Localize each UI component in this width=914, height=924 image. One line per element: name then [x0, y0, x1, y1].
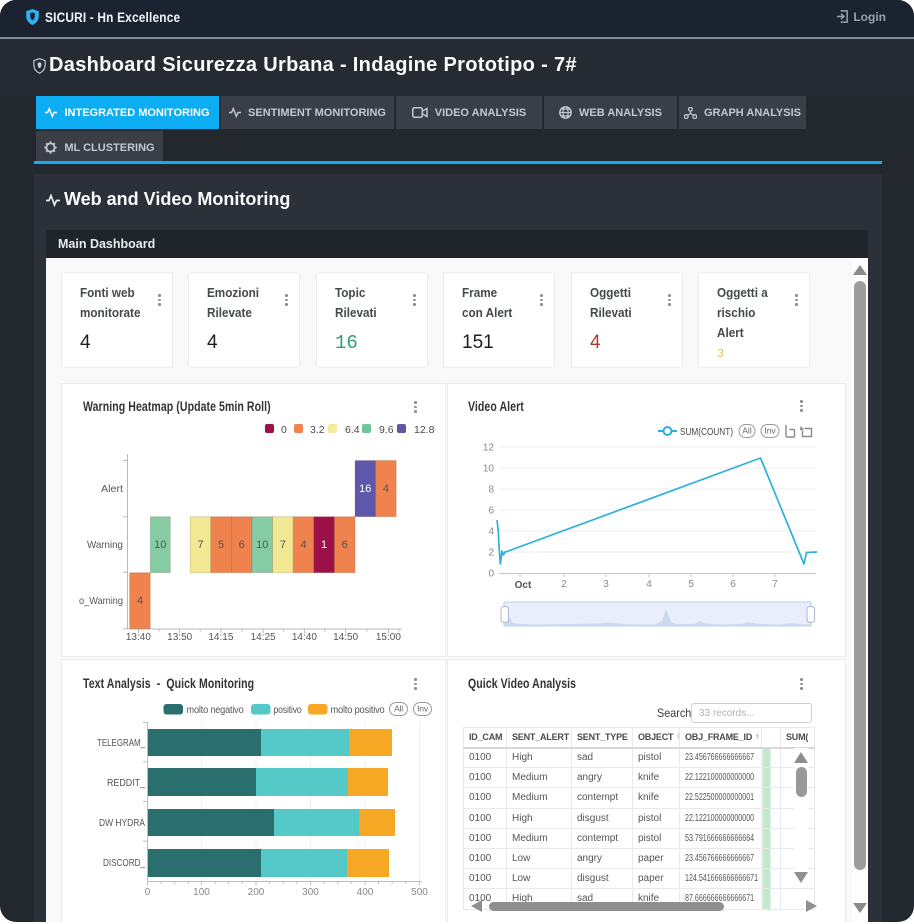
- svg-text:9.6: 9.6: [379, 424, 394, 436]
- svg-text:400: 400: [357, 887, 374, 898]
- svg-text:All: All: [394, 704, 403, 714]
- svg-text:molto positivo: molto positivo: [331, 705, 386, 716]
- svg-text:6: 6: [239, 539, 245, 551]
- svg-text:6: 6: [730, 579, 736, 590]
- svg-text:100: 100: [193, 887, 210, 898]
- svg-text:6: 6: [342, 539, 348, 551]
- svg-text:14:15: 14:15: [208, 632, 233, 643]
- svg-text:16: 16: [359, 483, 371, 495]
- svg-text:4: 4: [300, 539, 306, 551]
- svg-text:TELEGRAM_: TELEGRAM_: [97, 737, 145, 749]
- svg-text:10: 10: [483, 464, 495, 475]
- svg-text:SUM(COUNT): SUM(COUNT): [680, 426, 733, 438]
- svg-text:o_Warning: o_Warning: [79, 595, 123, 607]
- svg-text:4: 4: [383, 483, 389, 495]
- svg-text:7: 7: [280, 539, 286, 551]
- svg-text:Warning: Warning: [87, 539, 123, 551]
- svg-text:14:25: 14:25: [251, 632, 276, 643]
- svg-text:molto negativo: molto negativo: [187, 705, 245, 716]
- svg-text:4: 4: [488, 527, 494, 538]
- svg-text:300: 300: [302, 887, 319, 898]
- svg-text:10: 10: [256, 539, 268, 551]
- svg-text:12.8: 12.8: [414, 424, 435, 436]
- svg-text:3: 3: [603, 579, 609, 590]
- svg-text:DW HYDRA: DW HYDRA: [99, 817, 145, 829]
- svg-text:1: 1: [321, 539, 327, 551]
- svg-text:4: 4: [137, 595, 143, 607]
- svg-text:10: 10: [154, 539, 166, 551]
- svg-text:2: 2: [561, 579, 567, 590]
- svg-text:6: 6: [488, 506, 494, 517]
- svg-text:0: 0: [281, 424, 287, 436]
- svg-text:200: 200: [248, 887, 265, 898]
- svg-text:DISCORD_: DISCORD_: [103, 857, 145, 869]
- svg-text:13:40: 13:40: [126, 632, 151, 643]
- svg-text:Oct: Oct: [515, 580, 532, 591]
- svg-text:5: 5: [688, 579, 694, 590]
- svg-text:4: 4: [646, 579, 652, 590]
- svg-text:8: 8: [488, 485, 494, 496]
- svg-text:5: 5: [218, 539, 224, 551]
- svg-text:3.2: 3.2: [310, 424, 325, 436]
- svg-text:13:50: 13:50: [167, 632, 192, 643]
- svg-text:Alert: Alert: [101, 483, 123, 495]
- svg-text:7: 7: [197, 539, 203, 551]
- svg-text:7: 7: [772, 579, 778, 590]
- svg-text:0: 0: [488, 569, 494, 580]
- svg-text:2: 2: [488, 548, 494, 559]
- svg-text:All: All: [742, 426, 752, 436]
- svg-text:12: 12: [483, 443, 495, 454]
- svg-text:14:50: 14:50: [333, 632, 358, 643]
- svg-text:Inv: Inv: [764, 426, 776, 436]
- svg-text:14:40: 14:40: [292, 632, 317, 643]
- svg-text:0: 0: [145, 887, 151, 898]
- svg-text:6.4: 6.4: [345, 424, 360, 436]
- svg-text:500: 500: [411, 887, 428, 898]
- svg-text:positivo: positivo: [274, 705, 303, 716]
- svg-text:Inv: Inv: [417, 704, 429, 714]
- svg-text:15:00: 15:00: [376, 632, 401, 643]
- svg-text:REDDIT_: REDDIT_: [107, 777, 145, 789]
